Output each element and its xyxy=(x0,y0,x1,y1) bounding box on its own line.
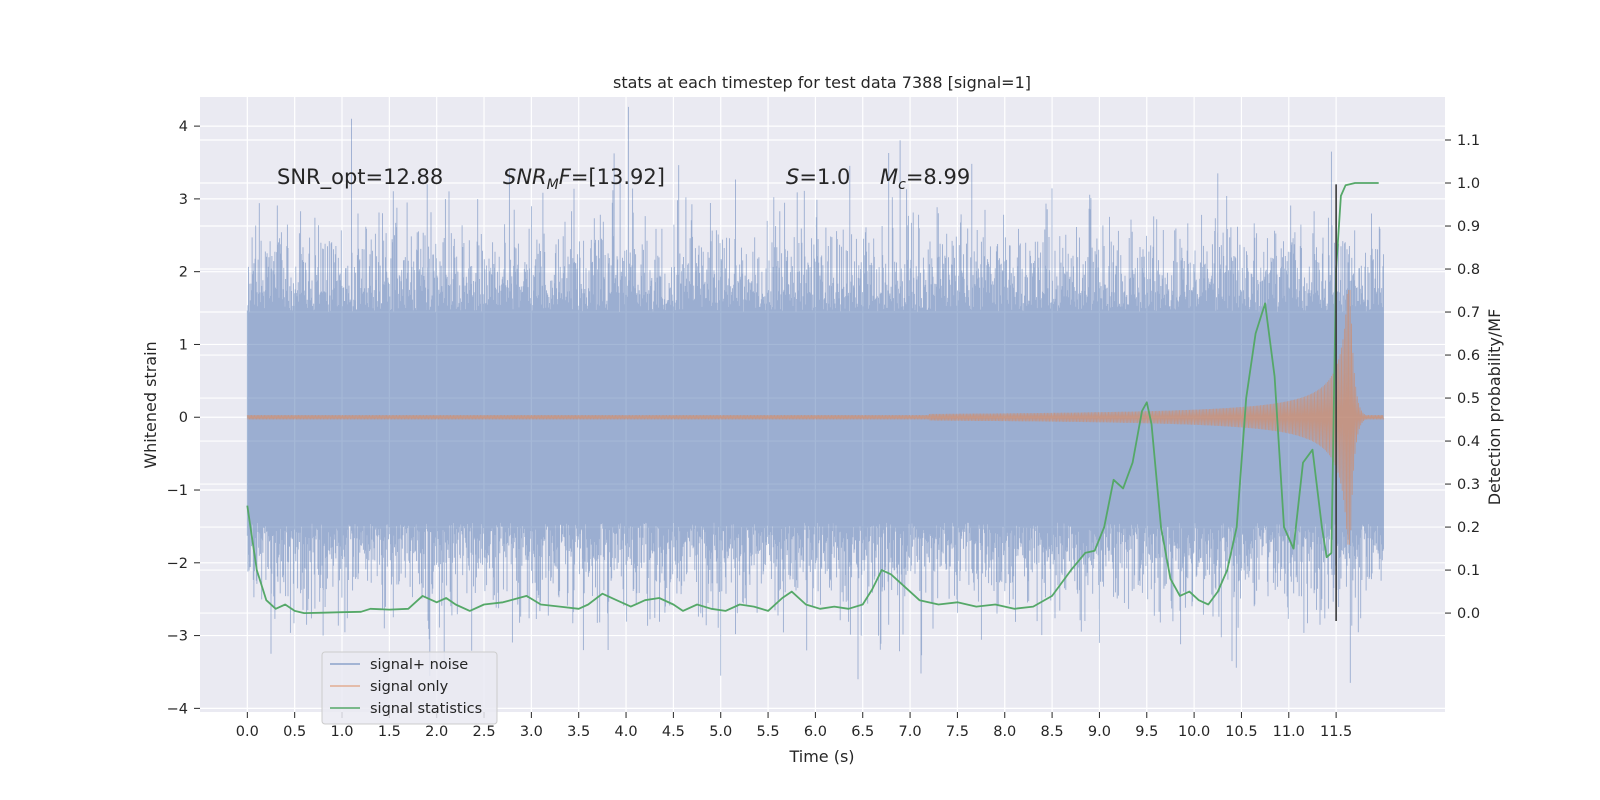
annotation-mc: Mc=8.99 xyxy=(880,165,970,193)
y2-tick-label-11: 0.0 xyxy=(1457,606,1480,622)
annotation-mc-name: M xyxy=(880,165,898,189)
annotation-snr-mf-sub: M xyxy=(547,177,559,193)
annotation-snr-opt: SNR_opt=12.88 xyxy=(277,165,443,190)
x-tick-label-22: 11.0 xyxy=(1273,724,1305,740)
axes: 0.0 0.5 1.0 1.5 2.0 2.5 3.0 3.5 4.0 4.5 5.0 5.5 6.0 6… xyxy=(167,119,1480,740)
y-tick-label-0: 4 xyxy=(179,119,188,135)
series-signal-only xyxy=(246,289,1384,545)
annotation-s: S=1.0 xyxy=(786,165,850,189)
y-tick-label-5: −1 xyxy=(167,483,188,499)
y-tick-label-1: 3 xyxy=(179,192,188,208)
legend: signal+ noise signal only signal statist… xyxy=(321,651,498,725)
y-axis-label: Whitened strain xyxy=(141,341,160,468)
y2-tick-label-0: 1.1 xyxy=(1457,133,1480,149)
y-tick-label-3: 1 xyxy=(179,337,188,353)
x-tick-label-20: 10.0 xyxy=(1178,724,1210,740)
x-tick-label-13: 6.5 xyxy=(851,724,874,740)
x-tick-label-9: 4.5 xyxy=(662,724,685,740)
x-tick-label-23: 11.5 xyxy=(1320,724,1352,740)
series-signal-statistics xyxy=(246,182,1379,614)
y2-tick-label-3: 0.8 xyxy=(1457,262,1480,278)
x-tick-label-16: 8.0 xyxy=(993,724,1016,740)
annotation-snr-mf-name: SNR xyxy=(503,165,547,189)
x-tick-label-1: 0.5 xyxy=(283,724,306,740)
y2-tick-label-1: 1.0 xyxy=(1457,176,1480,192)
x-tick-label-6: 3.0 xyxy=(520,724,543,740)
y-tick-label-2: 2 xyxy=(179,265,188,281)
y-tick-label-4: 0 xyxy=(179,410,188,426)
annotation-snr-mf-value: =[13.92] xyxy=(571,165,665,189)
y-tick-label-8: −4 xyxy=(167,701,188,717)
x-tick-label-14: 7.0 xyxy=(899,724,922,740)
y2-tick-label-6: 0.5 xyxy=(1457,391,1480,407)
x-tick-label-17: 8.5 xyxy=(1041,724,1064,740)
y2-tick-label-9: 0.2 xyxy=(1457,520,1480,536)
legend-label-signal-noise: signal+ noise xyxy=(370,657,468,673)
plot-layer xyxy=(246,106,1384,683)
y2-tick-label-7: 0.4 xyxy=(1457,434,1480,450)
x-tick-label-3: 1.5 xyxy=(378,724,401,740)
y-tick-label-6: −2 xyxy=(167,556,188,572)
legend-box xyxy=(321,651,498,725)
y2-axis-label: Detection probability/MF xyxy=(1485,309,1504,506)
x-tick-label-7: 3.5 xyxy=(567,724,590,740)
y-tick-label-7: −3 xyxy=(167,629,188,645)
y2-tick-label-4: 0.7 xyxy=(1457,305,1480,321)
x-tick-label-19: 9.5 xyxy=(1135,724,1158,740)
annotation-s-name: S xyxy=(786,165,799,189)
x-tick-label-15: 7.5 xyxy=(946,724,969,740)
x-tick-label-8: 4.0 xyxy=(615,724,638,740)
x-tick-label-21: 10.5 xyxy=(1225,724,1257,740)
x-tick-label-12: 6.0 xyxy=(804,724,827,740)
annotation-s-value: =1.0 xyxy=(799,165,850,189)
x-tick-label-10: 5.0 xyxy=(709,724,732,740)
x-tick-label-4: 2.0 xyxy=(425,724,448,740)
annotation-snr-mf-f: F xyxy=(559,165,572,189)
x-axis-label: Time (s) xyxy=(788,747,854,766)
x-tick-label-5: 2.5 xyxy=(472,724,495,740)
legend-label-signal-statistics: signal statistics xyxy=(370,701,482,717)
x-tick-label-18: 9.0 xyxy=(1088,724,1111,740)
y2-tick-label-8: 0.3 xyxy=(1457,477,1480,493)
legend-label-signal-only: signal only xyxy=(370,679,449,695)
y2-tick-label-5: 0.6 xyxy=(1457,348,1480,364)
x-tick-label-2: 1.0 xyxy=(330,724,353,740)
annotation-mc-sub: c xyxy=(898,177,906,193)
annotation-snr-mf: SNRMF=[13.92] xyxy=(503,165,665,193)
x-tick-label-11: 5.5 xyxy=(757,724,780,740)
chart-title: stats at each timestep for test data 738… xyxy=(613,73,1031,92)
y2-tick-label-10: 0.1 xyxy=(1457,563,1480,579)
annotation-mc-value: =8.99 xyxy=(906,165,970,189)
y2-tick-label-2: 0.9 xyxy=(1457,219,1480,235)
x-tick-label-0: 0.0 xyxy=(236,724,259,740)
